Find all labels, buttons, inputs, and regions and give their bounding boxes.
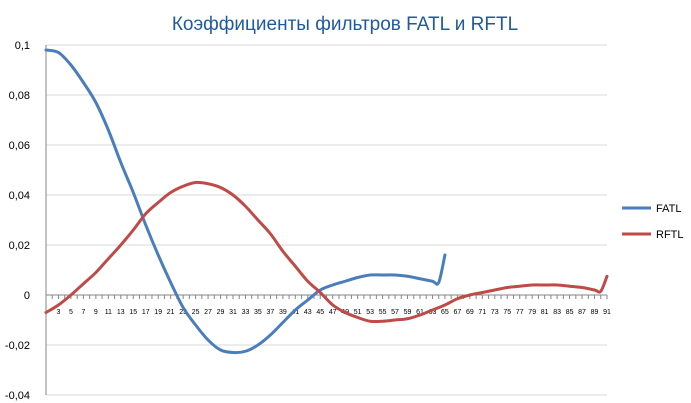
x-tick-label: 67 xyxy=(454,309,462,316)
axes xyxy=(45,45,608,395)
x-tick-label: 19 xyxy=(154,309,162,316)
x-tick-label: 59 xyxy=(404,309,412,316)
y-tick-label: 0,06 xyxy=(9,140,30,152)
x-tick-label: 77 xyxy=(516,309,524,316)
x-tick-label: 45 xyxy=(316,309,324,316)
x-tick-label: 73 xyxy=(491,309,499,316)
legend: FATL RFTL xyxy=(622,203,684,241)
x-tick-label: 91 xyxy=(603,309,611,316)
x-tick-label: 3 xyxy=(57,309,61,316)
y-tick-label: -0,02 xyxy=(5,340,30,352)
grid xyxy=(46,44,607,396)
y-tick-label: 0,02 xyxy=(9,240,30,252)
x-tick-label: 5 xyxy=(69,309,73,316)
x-tick-label: 69 xyxy=(466,309,474,316)
y-tick-label: 0 xyxy=(24,290,30,302)
x-tick-label: 75 xyxy=(503,309,511,316)
y-tick-labels: 0,1 0,08 0,06 0,04 0,02 0 -0,02 -0,04 xyxy=(5,40,30,402)
x-tick-label: 11 xyxy=(105,309,112,316)
x-tick-label: 63 xyxy=(429,309,437,316)
series-line-rftl xyxy=(44,180,609,324)
legend-label-rftl: RFTL xyxy=(656,229,684,241)
x-tick-label: 33 xyxy=(242,309,250,316)
x-tick-label: 41 xyxy=(291,309,299,316)
x-tick-label: 47 xyxy=(329,309,337,316)
y-tick-label: 0,08 xyxy=(9,90,30,102)
x-tick-label: 35 xyxy=(254,309,262,316)
x-tick-label: 7 xyxy=(81,309,85,316)
x-tick-label: 31 xyxy=(229,309,237,316)
x-tick-label: 23 xyxy=(179,309,187,316)
x-tick-label: 83 xyxy=(553,309,561,316)
x-tick-label: 17 xyxy=(142,309,150,316)
x-tick-label: 57 xyxy=(391,309,399,316)
x-tick-label: 61 xyxy=(416,309,424,316)
x-tick-label: 87 xyxy=(578,309,586,316)
x-tick-label: 85 xyxy=(566,309,574,316)
x-tick-label: 37 xyxy=(267,309,275,316)
x-tick-label: 21 xyxy=(167,309,175,316)
series xyxy=(44,48,609,355)
legend-label-fatl: FATL xyxy=(656,203,681,215)
x-tick-label: 81 xyxy=(541,309,549,316)
x-tick-label: 89 xyxy=(591,309,599,316)
x-tick-label: 29 xyxy=(217,309,225,316)
x-tick-label: 27 xyxy=(204,309,212,316)
x-tick-label: 55 xyxy=(379,309,387,316)
y-tick-label: -0,04 xyxy=(5,390,30,402)
x-tick-label: 43 xyxy=(304,309,312,316)
x-tick-label: 53 xyxy=(366,309,374,316)
x-tick-label: 15 xyxy=(129,309,137,316)
x-tick-labels: 3 5 7 9 11 13 15 17 19 21 23 25 27 29 31 33 35 37 39 41 43 45… xyxy=(57,309,611,316)
x-tick-label: 71 xyxy=(478,309,486,316)
y-tick-label: 0,1 xyxy=(15,40,30,52)
y-tick-label: 0,04 xyxy=(9,190,30,202)
x-tick-label: 25 xyxy=(192,309,200,316)
x-tick-label: 79 xyxy=(528,309,536,316)
chart-title: Коэффициенты фильтров FATL и RFTL xyxy=(172,14,518,35)
x-tick-label: 13 xyxy=(117,309,125,316)
x-tick-label: 65 xyxy=(441,309,449,316)
x-tick-label: 9 xyxy=(94,309,98,316)
series-line-fatl xyxy=(44,48,447,355)
x-tick-label: 51 xyxy=(354,309,362,316)
x-tick-label: 39 xyxy=(279,309,287,316)
